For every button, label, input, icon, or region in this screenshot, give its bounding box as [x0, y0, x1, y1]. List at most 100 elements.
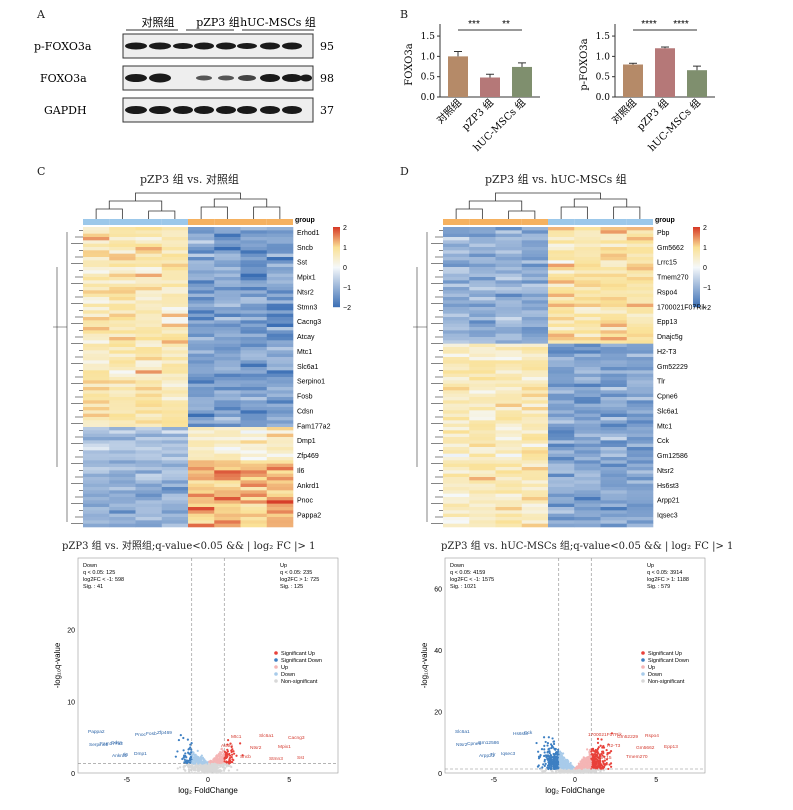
gene-label: Iqsec3	[657, 513, 678, 520]
volcano-down-stats: Sig. : 41	[83, 584, 103, 590]
gene-label: Cck	[657, 438, 670, 445]
panel-label-c: C	[37, 165, 46, 178]
volcano-up-stats: Sig. : 125	[280, 584, 303, 590]
heatmap-d: group 2 1 0 −1 −2 Pbp Gm5662 Lrrc15 Tmem270 Rspo4 1…	[413, 192, 711, 528]
legend-tick: 2	[703, 225, 707, 232]
volcano-xlabel: log₂ FoldChange	[178, 786, 238, 795]
heatmap-c: group 2 1 0 −1 −2 Erhod1 Sncb Sst Mpix1 Ntsr2 Stmn3…	[53, 192, 351, 528]
bar	[655, 48, 675, 97]
volcano-up-stats: Up	[280, 563, 287, 569]
volcano-legend-item: Down	[281, 672, 295, 678]
sig-marker: **	[502, 19, 510, 30]
volcano-gene-label: Ntsr2	[456, 742, 468, 748]
legend-tick: 1	[703, 245, 707, 252]
gene-label: Cacng3	[297, 319, 321, 326]
volcano-gene-label: Ankrd1	[112, 753, 128, 759]
volcano-down-stats: Down	[450, 563, 464, 569]
bar-category-label: 对照组	[609, 96, 639, 126]
gene-label: Gm5662	[657, 245, 684, 252]
legend-tick: −1	[343, 285, 351, 292]
gene-label: Slc6a1	[657, 408, 679, 415]
volcano-legend-item: Significant Up	[281, 651, 315, 657]
legend-tick: 0	[703, 265, 707, 272]
group-legend-label: group	[655, 217, 675, 224]
bar-category-label: hUC-MSCs 组	[470, 96, 528, 154]
gene-label: Il6	[297, 468, 305, 475]
volcano-c: -5 0 5 0 10 20 log₂ FoldChange -log₁₀q-value Dow…	[53, 557, 339, 795]
gene-label: Cpne6	[657, 394, 678, 401]
gene-label: Stmn3	[297, 304, 317, 311]
gene-label: Ntsr2	[657, 468, 674, 475]
gene-label: Dnajc5g	[657, 334, 683, 341]
gene-label: Mtc1	[657, 423, 672, 430]
wb-row-label-gapdh: GAPDH	[44, 104, 87, 117]
volcano-ylabel: -log₁₀q-value	[420, 642, 429, 688]
gene-label: Epp13	[657, 319, 677, 326]
volcano-gene-label: Tmem270	[626, 754, 648, 760]
bar	[448, 56, 468, 97]
volcano-up-stats: Sig. : 579	[647, 584, 670, 590]
gene-label: Arpp21	[657, 498, 680, 505]
volcano-gene-label: Slc6a1	[455, 729, 470, 735]
volcano-gene-label: Serpino1	[89, 742, 109, 748]
volcano-gene-label: Cck	[524, 730, 533, 736]
panel-label-b: B	[400, 8, 409, 21]
sig-marker: ****	[673, 19, 689, 30]
volcano-legend-item: Up	[281, 665, 288, 671]
volcano-legend-item: Non-significant	[648, 679, 685, 685]
volcano-gene-label: Mpix1	[278, 744, 291, 750]
volcano-down-stats: Sig. : 1021	[450, 584, 476, 590]
volcano-legend-item: Significant Down	[648, 658, 689, 664]
volcano-gene-label: Rspo4	[645, 733, 659, 739]
gene-label: Pbp	[657, 230, 670, 237]
volcano-legend-item: Significant Down	[281, 658, 322, 664]
gene-label: Tlr	[657, 379, 666, 386]
bar-ylabel: FOXO3a	[404, 43, 415, 85]
column-dendrogram	[455, 192, 641, 219]
gene-label: Zfp469	[297, 453, 319, 460]
gene-label: Erhod1	[297, 230, 320, 237]
wb-kda-foxo3a: 98	[320, 72, 334, 85]
wb-row-label-foxo3a: FOXO3a	[40, 72, 87, 85]
volcano-ytick: 0	[438, 771, 442, 778]
gene-label: Mpix1	[297, 275, 316, 282]
row-dendrogram	[413, 230, 443, 524]
volcano-points	[174, 734, 244, 774]
bar-ytick: 1.5	[596, 32, 611, 42]
volcano-legend-item: Non-significant	[281, 679, 318, 685]
wb-group-huc: hUC-MSCs 组	[240, 15, 316, 29]
bar-category-label: hUC-MSCs 组	[645, 96, 703, 154]
bar-ytick: 0.5	[596, 73, 611, 83]
gene-label: Gm12586	[657, 453, 688, 460]
volcano-gene-label: Gm52229	[617, 734, 638, 740]
volcano-down-stats: log2FC < -1: 598	[83, 577, 124, 583]
color-legend	[693, 227, 700, 308]
gene-label: Sncb	[297, 245, 313, 252]
bar-category-label: 对照组	[434, 96, 464, 126]
volcano-gene-label: Pnoc	[135, 732, 147, 738]
volcano-d-title: pZP3 组 vs. hUC-MSCs 组;q-value<0.05 && | …	[441, 541, 734, 552]
gene-label: 1700021F07Rik	[657, 304, 707, 311]
volcano-xtick: -5	[491, 777, 497, 784]
volcano-gene-label: Ntsr2	[250, 745, 262, 751]
bar-ytick: 1.5	[421, 32, 436, 42]
volcano-legend-item: Up	[648, 665, 655, 671]
gene-label: Mtc1	[297, 349, 312, 356]
volcano-up-stats: log2FC > 1: 725	[280, 577, 319, 583]
row-dendrogram	[53, 230, 83, 524]
group-legend-label: group	[295, 217, 315, 224]
heatmap-cells	[83, 227, 294, 528]
volcano-xtick: 5	[287, 777, 291, 784]
volcano-gene-label: 1700021F07Rik	[588, 732, 622, 738]
wb-group-pzp3: pZP3 组	[196, 15, 240, 29]
wb-group-control: 对照组	[142, 15, 175, 29]
gene-label: H2-T3	[657, 349, 677, 356]
legend-tick: 0	[343, 265, 347, 272]
legend-tick: −1	[703, 285, 711, 292]
volcano-gene-label: Stmn3	[269, 756, 283, 762]
volcano-gene-label: Mtc1	[231, 734, 242, 740]
gene-label: Pnoc	[297, 498, 313, 505]
volcano-gene-label: Gm12586	[478, 740, 499, 746]
